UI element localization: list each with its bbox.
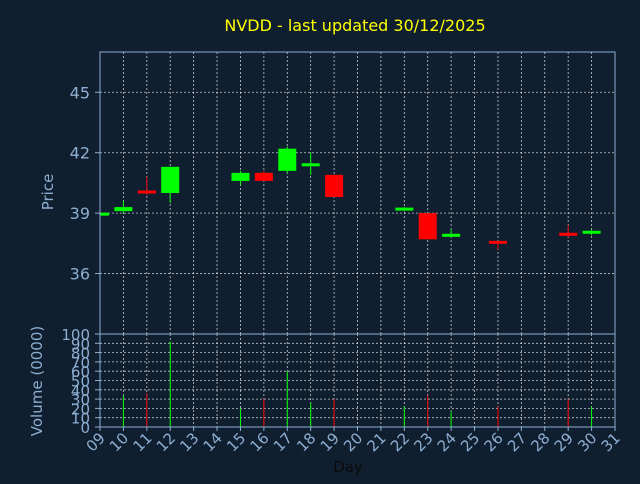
candle-body-17: [278, 148, 297, 171]
candle-body-26: [488, 240, 507, 244]
price-panel: 36 39 42 45: [70, 51, 616, 335]
price-tick-label: 39: [70, 204, 90, 223]
volume-tick-label: 60: [71, 363, 90, 381]
volume-tick-label: 0: [80, 419, 90, 437]
candle-body-24: [442, 233, 461, 237]
candle-body-16: [254, 172, 273, 181]
volume-tick-label: 30: [71, 391, 90, 409]
volume-tick-label: 70: [71, 354, 90, 372]
candle-body-29: [559, 232, 578, 236]
candle-body-11: [137, 190, 156, 194]
volume-tick-label: 10: [71, 410, 90, 428]
candle-body-23: [418, 213, 437, 240]
volume-axis-label: Volume (0000): [28, 326, 46, 436]
price-tick-label: 42: [70, 144, 90, 163]
volume-tick-label: 20: [71, 400, 90, 418]
candle-body-15: [231, 172, 250, 181]
price-tick-label: 45: [70, 83, 90, 102]
price-axis-label: Price: [39, 174, 57, 211]
candle-body-19: [325, 174, 344, 198]
candle-body-22: [395, 207, 414, 211]
candle-body-30: [582, 230, 601, 234]
chart-title: NVDD - last updated 30/12/2025: [224, 16, 485, 35]
volume-tick-label: 50: [71, 373, 90, 391]
volume-tick-label: 80: [71, 345, 90, 363]
volume-tick-label: 100: [61, 326, 90, 344]
x-axis-label: Day: [333, 458, 363, 476]
candle-body-18: [301, 163, 320, 167]
candle-body-12: [161, 166, 180, 193]
price-tick-label: 36: [70, 265, 90, 284]
volume-tick-label: 40: [71, 382, 90, 400]
x-axis-ticks: 0910111213141516171819202122232425262728…: [83, 427, 624, 455]
candle-body-9: [100, 212, 109, 216]
volume-tick-label: 90: [71, 335, 90, 353]
candle-body-10: [114, 207, 133, 212]
